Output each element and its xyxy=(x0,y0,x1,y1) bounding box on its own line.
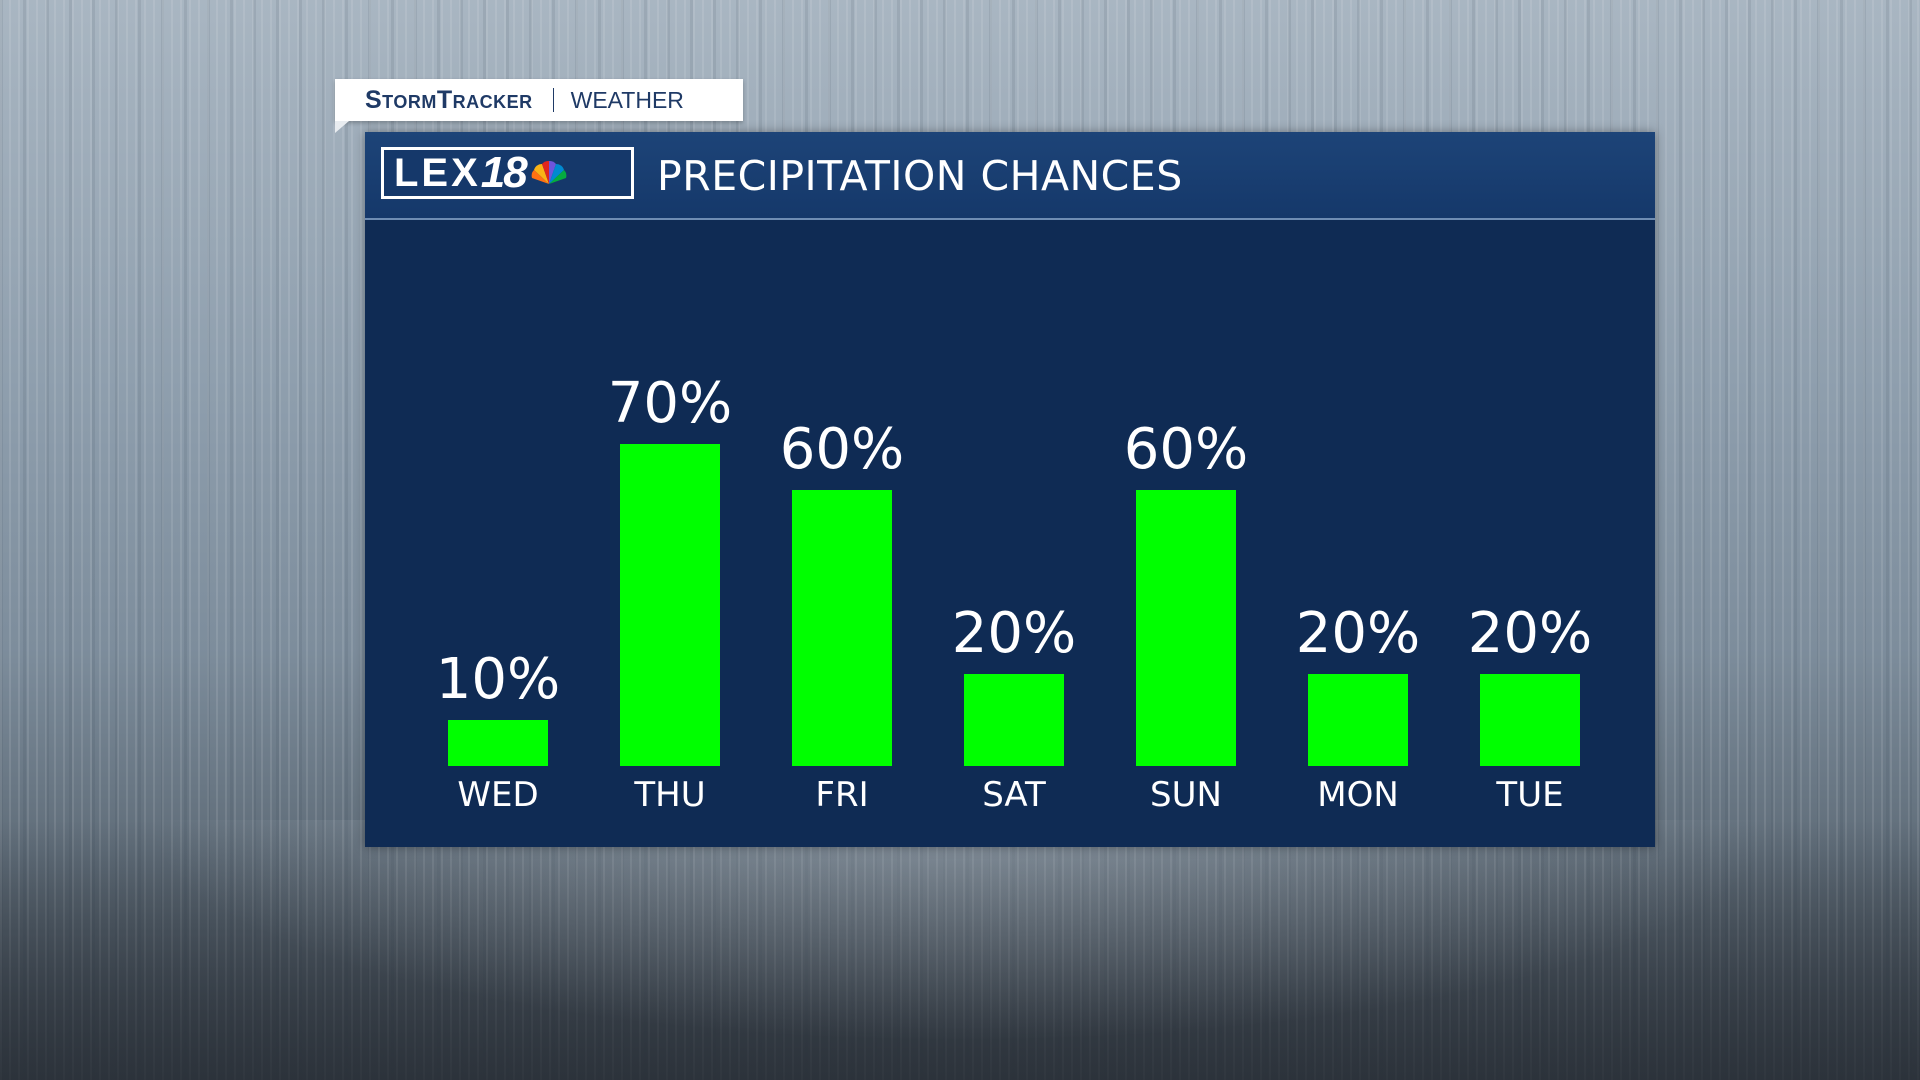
bar-wed xyxy=(448,720,548,766)
peacock-icon xyxy=(531,160,567,184)
day-label-wed: WED xyxy=(457,775,538,815)
panel-header: LEX 18 PRECIPITATION CHANCES xyxy=(365,132,1655,220)
bar-thu xyxy=(620,444,720,766)
day-label-sun: SUN xyxy=(1150,775,1222,815)
logo-text: LEX xyxy=(394,151,481,195)
value-label-fri: 60% xyxy=(780,417,904,482)
day-label-fri: FRI xyxy=(815,775,868,815)
bar-sun xyxy=(1136,490,1236,766)
forecast-panel: LEX 18 PRECIPITATION CHANCES 10% WED 70% TH… xyxy=(365,132,1655,847)
tag-brand: StormTracker xyxy=(365,85,533,114)
bar-tue xyxy=(1480,674,1580,766)
station-logo: LEX 18 xyxy=(381,147,634,199)
stormtracker-tag: StormTracker WEATHER xyxy=(335,79,743,121)
tag-section: WEATHER xyxy=(570,86,684,113)
tag-notch xyxy=(335,121,349,133)
logo-number: 18 xyxy=(480,148,528,197)
bar-mon xyxy=(1308,674,1408,766)
precipitation-bar-chart: 10% WED 70% THU 60% FRI 20% SAT 60% SUN 20% MON 20% T… xyxy=(436,371,1592,815)
wet-ground-background xyxy=(0,820,1920,1080)
value-label-sat: 20% xyxy=(952,601,1076,666)
day-label-mon: MON xyxy=(1317,775,1399,815)
bar-sat xyxy=(964,674,1064,766)
value-label-tue: 20% xyxy=(1468,601,1592,666)
day-label-thu: THU xyxy=(633,775,705,815)
bar-fri xyxy=(792,490,892,766)
value-label-mon: 20% xyxy=(1296,601,1420,666)
value-label-sun: 60% xyxy=(1124,417,1248,482)
value-label-wed: 10% xyxy=(436,647,560,712)
day-label-sat: SAT xyxy=(982,775,1046,815)
value-label-thu: 70% xyxy=(608,371,732,436)
day-label-tue: TUE xyxy=(1495,775,1563,815)
chart-title: PRECIPITATION CHANCES xyxy=(657,152,1183,200)
tag-divider xyxy=(552,88,554,112)
